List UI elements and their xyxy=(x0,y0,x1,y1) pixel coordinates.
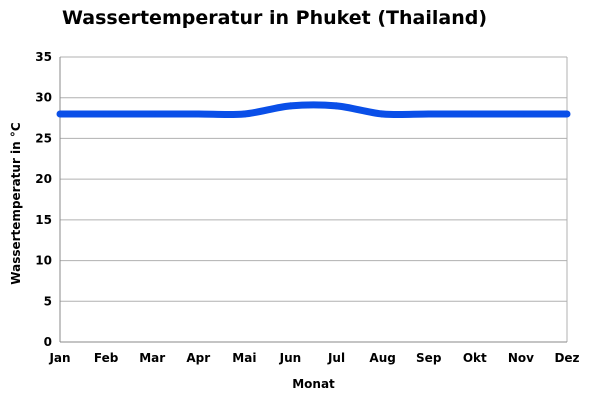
x-tick-label: Mar xyxy=(139,351,165,365)
data-point xyxy=(563,110,571,118)
x-tick-label: Okt xyxy=(463,351,487,365)
data-point xyxy=(240,110,248,118)
y-tick-label: 30 xyxy=(35,91,52,105)
chart-title: Wassertemperatur in Phuket (Thailand) xyxy=(62,7,488,29)
y-tick-label: 5 xyxy=(44,294,52,308)
x-tick-label: Dez xyxy=(554,351,579,365)
data-point xyxy=(286,102,294,110)
data-point xyxy=(194,110,202,118)
x-tick-labels: Jan Feb Mar Apr Mai Jun Jul Aug Sep Okt Nov Dez xyxy=(48,351,579,365)
y-tick-label: 35 xyxy=(35,50,52,64)
x-tick-label: Aug xyxy=(369,351,395,365)
x-tick-label: Sep xyxy=(416,351,442,365)
data-point xyxy=(148,110,156,118)
x-tick-label: Mai xyxy=(232,351,256,365)
x-tick-label: Jul xyxy=(327,351,345,365)
data-point xyxy=(379,110,387,118)
data-point xyxy=(517,110,525,118)
axes xyxy=(59,57,568,343)
x-tick-label: Jan xyxy=(48,351,70,365)
x-axis-title: Monat xyxy=(292,377,335,391)
y-tick-label: 0 xyxy=(44,335,52,349)
y-tick-labels: 0 5 10 15 20 25 30 35 xyxy=(35,50,52,349)
x-tick-label: Jun xyxy=(279,351,302,365)
grid-lines xyxy=(60,56,567,302)
series-lines xyxy=(56,101,571,119)
y-tick-label: 15 xyxy=(35,213,52,227)
data-point xyxy=(333,102,341,110)
y-tick-label: 25 xyxy=(35,131,52,145)
x-tick-label: Feb xyxy=(94,351,119,365)
data-point xyxy=(56,110,64,118)
y-tick-label: 10 xyxy=(35,254,52,268)
x-tick-label: Nov xyxy=(508,351,534,365)
y-tick-label: 20 xyxy=(35,172,52,186)
y-axis-title: Wassertemperatur in °C xyxy=(9,122,23,285)
data-point xyxy=(471,110,479,118)
data-point xyxy=(425,110,433,118)
x-tick-label: Apr xyxy=(186,351,210,365)
data-point xyxy=(102,110,110,118)
series-line-0 xyxy=(60,101,567,119)
